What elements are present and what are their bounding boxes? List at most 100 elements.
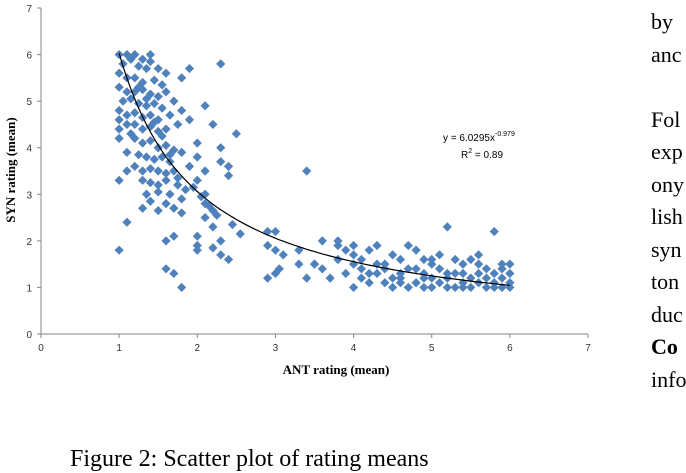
data-point (309, 259, 320, 269)
data-point (333, 254, 343, 265)
data-point (114, 133, 124, 143)
data-point (356, 254, 366, 265)
data-point (442, 222, 452, 232)
data-point (161, 236, 171, 246)
side-text-line (651, 71, 686, 104)
side-text-line: Co (651, 334, 678, 359)
data-point (130, 161, 140, 171)
data-point (395, 268, 406, 279)
data-point (177, 147, 187, 157)
data-point (302, 273, 312, 283)
data-point (161, 87, 171, 97)
data-point (474, 268, 484, 279)
y-tick-label: 5 (26, 97, 32, 108)
data-point (474, 278, 484, 288)
x-tick-label: 1 (116, 343, 122, 354)
data-point (403, 282, 413, 293)
data-point (341, 245, 351, 255)
data-point (395, 273, 406, 283)
data-point (231, 129, 241, 139)
data-point (149, 98, 159, 109)
data-point (481, 264, 492, 274)
data-point (419, 282, 429, 293)
data-point (333, 236, 343, 246)
data-point (122, 166, 132, 176)
data-point (161, 175, 171, 185)
data-point (450, 282, 460, 293)
data-point (434, 278, 445, 288)
side-text-line: Fol (651, 106, 681, 132)
data-point (153, 63, 163, 74)
side-text-line: info (651, 366, 686, 392)
data-point (114, 124, 124, 134)
equation-text: y = 6.0295x-0.979 (443, 131, 515, 144)
data-point (137, 166, 148, 176)
y-axis-title: SYN rating (mean) (3, 117, 18, 222)
data-point (489, 226, 499, 237)
y-tick-label: 4 (26, 144, 32, 155)
data-point (153, 143, 163, 153)
data-point (141, 94, 152, 104)
data-point (380, 259, 390, 269)
side-text-line: ton (651, 269, 680, 294)
data-point (458, 259, 468, 269)
data-point (263, 226, 273, 237)
power-trendline (118, 53, 510, 286)
data-point (165, 150, 175, 160)
y-tick-label: 3 (26, 190, 32, 201)
side-text-line: lish (651, 204, 683, 229)
data-point (263, 273, 273, 283)
data-point (388, 250, 398, 260)
y-tick-label: 2 (26, 237, 32, 248)
figure-caption: Figure 2: Scatter plot of rating means (70, 446, 429, 472)
data-point (223, 161, 234, 171)
data-point (122, 119, 132, 130)
data-point (434, 264, 445, 274)
data-point (216, 236, 226, 246)
data-point (153, 187, 163, 197)
chart-markers (114, 49, 515, 293)
data-point (216, 59, 226, 69)
data-point (122, 147, 132, 157)
data-point (356, 264, 366, 274)
data-point (173, 119, 183, 130)
data-point (114, 245, 124, 255)
data-point (137, 175, 148, 185)
data-point (372, 240, 382, 251)
side-text-line: anc (651, 41, 682, 67)
trendline-equation: y = 6.0295x-0.979 R2 = 0.89 (443, 131, 515, 161)
data-point (200, 166, 210, 176)
data-point (177, 208, 187, 218)
data-point (274, 264, 284, 274)
data-point (278, 250, 288, 260)
data-point (114, 115, 124, 125)
chart-ticks: 0 1 2 3 4 5 6 7 0 1 2 3 4 5 6 7 (26, 4, 591, 354)
data-point (270, 226, 281, 237)
data-point (466, 254, 476, 265)
data-point (114, 175, 124, 185)
y-tick-label: 1 (26, 283, 32, 294)
x-tick-label: 5 (429, 343, 435, 354)
data-point (356, 273, 366, 283)
data-point (419, 268, 429, 279)
data-point (161, 68, 171, 78)
data-point (223, 254, 234, 265)
data-point (114, 68, 124, 78)
data-point (497, 264, 507, 274)
data-point (177, 105, 187, 116)
data-point (184, 63, 195, 74)
data-point (450, 254, 460, 265)
data-point (173, 173, 183, 183)
data-point (161, 264, 171, 274)
scatter-chart: 0 1 2 3 4 5 6 7 0 1 2 3 4 5 6 7 y = 6.0295x-0.979 R2 = … (3, 4, 591, 377)
data-point (216, 143, 226, 153)
data-point (130, 49, 140, 60)
data-point (134, 98, 144, 109)
data-point (380, 278, 390, 288)
data-point (137, 203, 148, 213)
y-tick-label: 6 (26, 51, 32, 62)
x-tick-label: 4 (351, 343, 357, 354)
data-point (145, 178, 155, 188)
x-tick-label: 7 (585, 343, 591, 354)
data-point (114, 82, 124, 92)
